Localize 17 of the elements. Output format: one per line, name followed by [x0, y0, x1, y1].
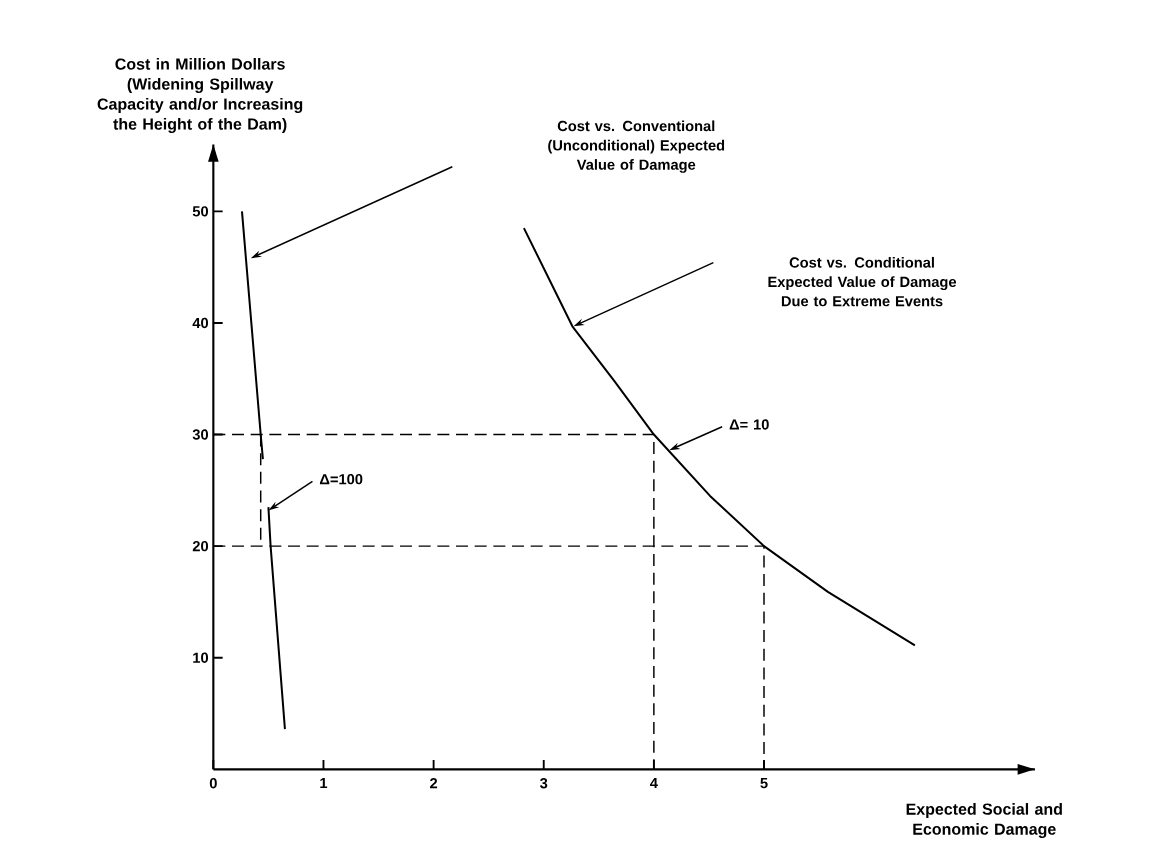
y-tick-label: 50 [192, 206, 209, 217]
annotation: Δ= 10 [729, 419, 769, 430]
x-tick-label: 2 [430, 778, 438, 789]
x-tick-label: 3 [540, 778, 548, 789]
annotation: Cost vs. Conditional Expected Value of Damage Due to Extreme Events [768, 256, 957, 307]
y-tick-label: 40 [192, 317, 209, 329]
y-tick-label: 30 [192, 429, 209, 440]
annotation: Δ=100 [319, 474, 363, 485]
y-axis-title: Cost in Million Dollars (Widening Spillway Capacity and/or Increasing the Height of the Dam) [97, 58, 303, 133]
x-axis-title: Expected Social and Economic Damage [906, 803, 1062, 839]
y-tick-label: 20 [192, 540, 209, 552]
x-tick-label: 5 [760, 778, 768, 789]
annotation: Cost vs. Conventional (Unconditional) Expected Value of Damage [548, 120, 725, 173]
y-tick-label: 10 [193, 652, 209, 663]
x-tick-label: 1 [320, 778, 328, 789]
x-tick-label: 0 [209, 778, 217, 789]
x-tick-label: 4 [650, 778, 658, 789]
